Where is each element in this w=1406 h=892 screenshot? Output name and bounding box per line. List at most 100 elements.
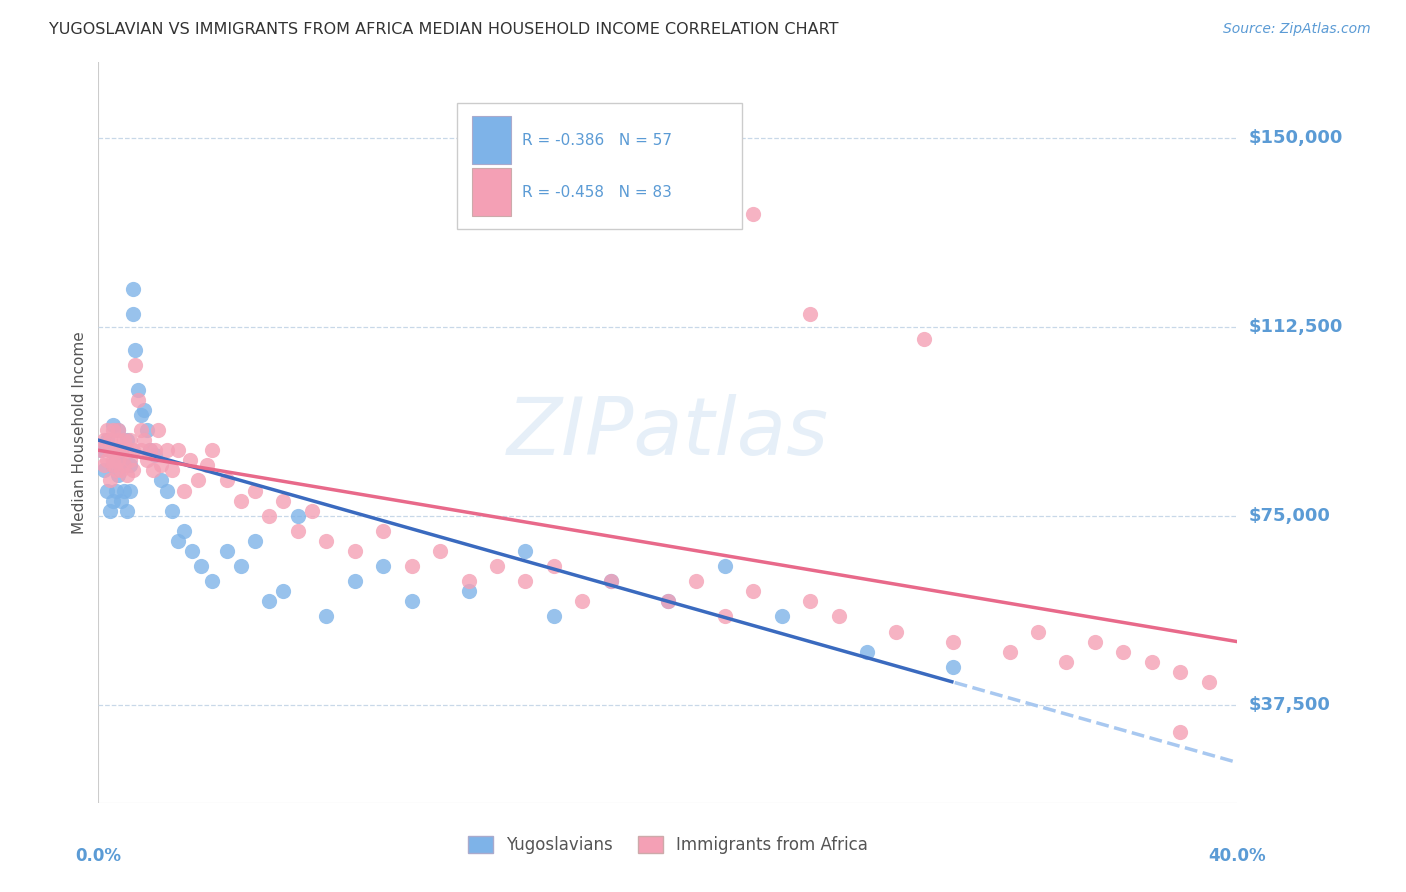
Point <box>118 453 141 467</box>
Point <box>96 433 118 447</box>
Point <box>828 609 851 624</box>
Point <box>98 504 121 518</box>
Point <box>685 574 707 589</box>
Point <box>167 443 190 458</box>
Point <box>110 463 132 477</box>
Point <box>121 282 143 296</box>
Point <box>118 433 141 447</box>
Point <box>104 453 127 467</box>
Point <box>229 493 252 508</box>
Point <box>138 443 160 458</box>
Text: R = -0.386   N = 57: R = -0.386 N = 57 <box>522 133 672 148</box>
Point <box>162 504 184 518</box>
FancyBboxPatch shape <box>457 103 742 229</box>
Text: $150,000: $150,000 <box>1249 129 1343 147</box>
Point <box>110 443 132 458</box>
Point <box>457 574 479 589</box>
Point <box>98 433 121 447</box>
Point <box>301 504 323 518</box>
Point <box>115 443 138 458</box>
Point <box>104 463 127 477</box>
Text: $112,500: $112,500 <box>1249 318 1343 336</box>
Point <box>173 483 195 498</box>
Point <box>101 493 124 508</box>
Point <box>98 474 121 488</box>
Point <box>287 524 309 538</box>
Point <box>127 383 149 397</box>
Point <box>93 463 115 477</box>
Point <box>571 594 593 608</box>
Point <box>145 448 167 462</box>
Text: YUGOSLAVIAN VS IMMIGRANTS FROM AFRICA MEDIAN HOUSEHOLD INCOME CORRELATION CHART: YUGOSLAVIAN VS IMMIGRANTS FROM AFRICA ME… <box>49 22 839 37</box>
Text: $75,000: $75,000 <box>1249 507 1330 524</box>
Point <box>101 458 124 473</box>
Point <box>156 443 179 458</box>
Point <box>486 559 509 574</box>
Point <box>714 559 737 574</box>
Point <box>121 443 143 458</box>
Point <box>110 493 132 508</box>
Point <box>124 343 146 357</box>
Point <box>912 333 935 347</box>
Point <box>135 453 157 467</box>
Point <box>287 508 309 523</box>
Point <box>104 443 127 458</box>
Point <box>127 392 149 407</box>
Point <box>145 443 167 458</box>
Point <box>181 544 204 558</box>
Point <box>401 559 423 574</box>
Point <box>129 408 152 422</box>
Point <box>124 358 146 372</box>
Point <box>115 433 138 447</box>
Point <box>215 544 238 558</box>
Point <box>543 559 565 574</box>
Y-axis label: Median Household Income: Median Household Income <box>72 331 87 534</box>
Point <box>115 468 138 483</box>
Point <box>118 483 141 498</box>
Point <box>856 645 879 659</box>
Point <box>343 574 366 589</box>
Point <box>273 584 295 599</box>
Point <box>1056 655 1078 669</box>
Point <box>243 533 266 548</box>
Point <box>201 574 224 589</box>
Point <box>112 483 135 498</box>
Point <box>457 584 479 599</box>
Text: 40.0%: 40.0% <box>1209 847 1265 865</box>
Point <box>132 433 155 447</box>
Text: ZIPatlas: ZIPatlas <box>506 393 830 472</box>
Point <box>657 594 679 608</box>
Point <box>401 594 423 608</box>
Point <box>90 443 112 458</box>
Point <box>229 559 252 574</box>
Point <box>179 453 201 467</box>
Point <box>148 423 170 437</box>
Point <box>129 423 152 437</box>
Point <box>770 609 793 624</box>
Point <box>96 483 118 498</box>
Point <box>373 524 395 538</box>
Point <box>162 463 184 477</box>
Point <box>429 544 451 558</box>
Point <box>343 544 366 558</box>
Point <box>150 474 173 488</box>
Point <box>129 443 152 458</box>
Point <box>101 423 124 437</box>
FancyBboxPatch shape <box>472 117 510 164</box>
Point <box>98 443 121 458</box>
Point <box>121 307 143 321</box>
Point <box>543 609 565 624</box>
Point <box>138 443 160 458</box>
Text: Source: ZipAtlas.com: Source: ZipAtlas.com <box>1223 22 1371 37</box>
Point <box>107 468 129 483</box>
Point <box>96 423 118 437</box>
Point <box>373 559 395 574</box>
Point <box>942 660 965 674</box>
Point <box>742 206 765 220</box>
Point <box>107 453 129 467</box>
Point <box>1084 634 1107 648</box>
Point <box>259 508 281 523</box>
Point <box>101 458 124 473</box>
Point <box>190 559 212 574</box>
Point <box>215 474 238 488</box>
